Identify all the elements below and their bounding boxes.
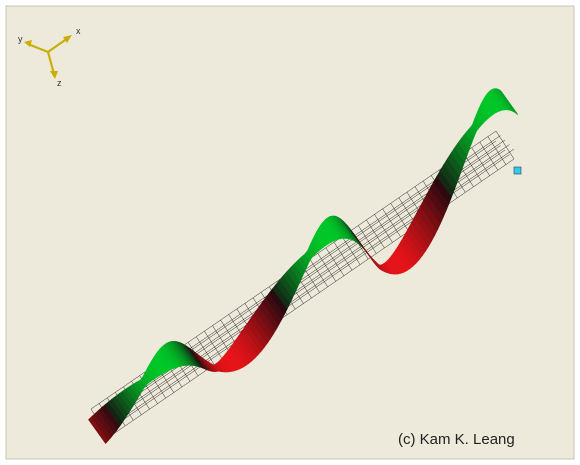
tip-node xyxy=(514,167,521,174)
canvas-background xyxy=(6,6,574,459)
triad-x-label: x xyxy=(76,26,81,36)
triad-y-label: y xyxy=(18,34,23,44)
credit-text: (c) Kam K. Leang xyxy=(398,431,515,448)
triad-z-label: z xyxy=(57,78,62,88)
viewport: x y z (c) Kam K. Leang xyxy=(0,0,580,465)
